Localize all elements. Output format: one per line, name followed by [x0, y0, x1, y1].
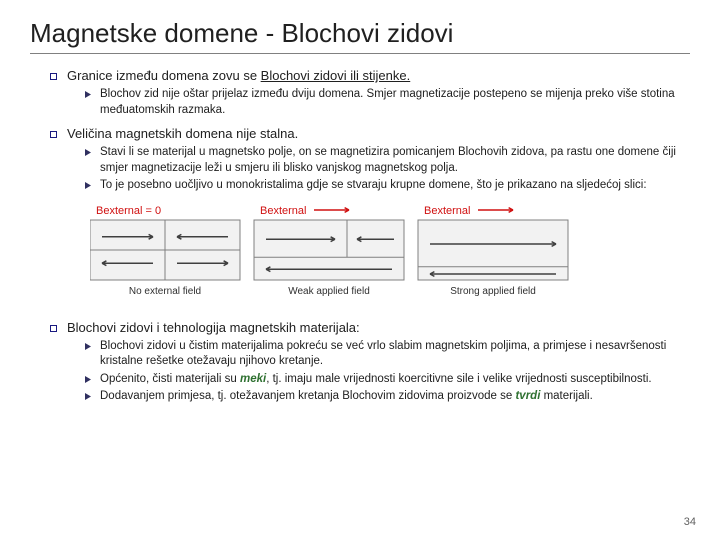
section-1-header: Granice između domena zovu se Blochovi z… [50, 68, 690, 83]
section-1-item-1-text: Blochov zid nije oštar prijelaz između d… [100, 87, 690, 118]
section-3-item-1: Blochovi zidovi u čistim materijalima po… [85, 339, 690, 370]
triangle-bullet-icon [85, 376, 92, 383]
section-2-item-1: Stavi li se materijal u magnetsko polje,… [85, 145, 690, 176]
section-2: Veličina magnetskih domena nije stalna. … [30, 126, 690, 194]
bloch-domain-diagram: Bexternal = 0 No external field Bexternal W… [90, 202, 690, 312]
section-2-header: Veličina magnetskih domena nije stalna. [50, 126, 690, 141]
section-3-item-2b: , tj. imaju male vrijednosti koercitivne… [266, 373, 651, 385]
section-2-item-1-text: Stavi li se materijal u magnetsko polje,… [100, 145, 690, 176]
triangle-bullet-icon [85, 182, 92, 189]
section-2-item-2-text: To je posebno uočljivo u monokristalima … [100, 178, 647, 194]
section-3-header-text: Blochovi zidovi i tehnologija magnetskih… [67, 320, 360, 335]
section-1-prefix: Granice između domena zovu se [67, 68, 261, 83]
svg-text:Bexternal: Bexternal [424, 205, 470, 217]
section-3: Blochovi zidovi i tehnologija magnetskih… [30, 320, 690, 405]
triangle-bullet-icon [85, 343, 92, 350]
triangle-bullet-icon [85, 91, 92, 98]
section-3-item-1-text: Blochovi zidovi u čistim materijalima po… [100, 339, 690, 370]
section-1: Granice između domena zovu se Blochovi z… [30, 68, 690, 118]
page-title: Magnetske domene - Blochovi zidovi [30, 18, 690, 54]
svg-text:No external field: No external field [129, 286, 201, 297]
svg-text:Strong applied field: Strong applied field [450, 286, 536, 297]
section-2-item-2: To je posebno uočljivo u monokristalima … [85, 178, 690, 194]
section-2-header-text: Veličina magnetskih domena nije stalna. [67, 126, 298, 141]
svg-text:Bexternal: Bexternal [260, 205, 306, 217]
section-3-item-2a: Općenito, čisti materijali su [100, 373, 240, 385]
svg-text:Weak applied field: Weak applied field [288, 286, 370, 297]
triangle-bullet-icon [85, 149, 92, 156]
section-3-item-3a: Dodavanjem primjesa, tj. otežavanjem kre… [100, 390, 515, 402]
square-bullet-icon [50, 73, 57, 80]
square-bullet-icon [50, 325, 57, 332]
tvrdi-term: tvrdi [515, 390, 540, 402]
triangle-bullet-icon [85, 393, 92, 400]
square-bullet-icon [50, 131, 57, 138]
section-3-item-3: Dodavanjem primjesa, tj. otežavanjem kre… [85, 389, 690, 405]
section-3-header: Blochovi zidovi i tehnologija magnetskih… [50, 320, 690, 335]
section-3-item-2: Općenito, čisti materijali su meki, tj. … [85, 372, 690, 388]
section-1-item-1: Blochov zid nije oštar prijelaz između d… [85, 87, 690, 118]
section-3-item-3b: materijali. [540, 390, 592, 402]
svg-text:Bexternal = 0: Bexternal = 0 [96, 205, 161, 217]
section-1-underlined: Blochovi zidovi ili stijenke. [261, 68, 411, 83]
page-number: 34 [684, 516, 696, 528]
meki-term: meki [240, 373, 266, 385]
